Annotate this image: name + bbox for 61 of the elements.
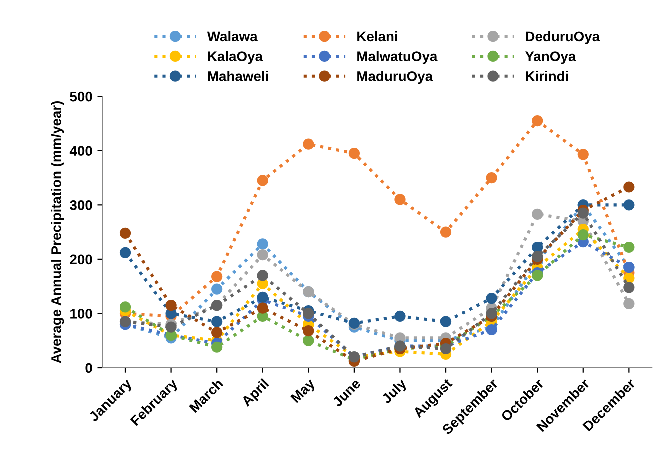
y-tick-label: 400 [70, 146, 92, 156]
point [486, 172, 498, 184]
point [212, 327, 223, 338]
point [624, 182, 635, 193]
x-tick-label: May [290, 378, 318, 406]
point [212, 316, 223, 328]
legend-label: DeduruOya [526, 31, 600, 44]
legend-label: Kelani [358, 31, 398, 42]
point [120, 228, 132, 239]
point [166, 300, 177, 312]
point [394, 194, 406, 206]
point [532, 251, 544, 262]
point [257, 238, 268, 250]
point [486, 292, 498, 304]
point [212, 271, 223, 282]
point [212, 284, 223, 295]
point [624, 242, 635, 254]
y-tick-label: 300 [70, 200, 92, 210]
point [486, 308, 498, 320]
point [212, 342, 223, 353]
point [166, 322, 177, 333]
point [303, 326, 314, 337]
point [578, 149, 589, 160]
point [257, 250, 268, 261]
legend-label: Walawa [207, 31, 258, 42]
point [532, 115, 544, 127]
point [624, 282, 635, 294]
point [257, 270, 268, 282]
legend-label: Mahaweli [208, 71, 268, 82]
point [440, 343, 452, 355]
point [532, 242, 544, 254]
point [394, 310, 406, 322]
point [624, 200, 635, 211]
point [486, 324, 498, 336]
point [348, 148, 360, 160]
legend-label: YanOya [525, 52, 576, 64]
x-tick-label: July [380, 378, 410, 406]
point [257, 302, 268, 314]
y-tick-label: 100 [70, 309, 92, 319]
point [303, 335, 314, 346]
point [532, 208, 544, 220]
y-tick-label: 500 [70, 92, 92, 102]
point [257, 175, 268, 186]
point [120, 247, 132, 258]
legend-label: MaduruOya [358, 71, 434, 84]
legend-label: MalwatuOya [358, 51, 438, 64]
point [578, 229, 589, 241]
y-tick-label: 0 [86, 363, 92, 374]
point [120, 302, 132, 313]
point [303, 138, 314, 150]
point [440, 226, 452, 238]
point [624, 298, 635, 310]
legend-label: KalaOya [208, 51, 264, 64]
y-axis-title: Average Annual Precipitation (mm/year) [51, 102, 64, 364]
y-tick-label: 200 [70, 254, 92, 265]
legend-label: Kirindi [526, 71, 568, 82]
point [578, 208, 589, 219]
point [257, 292, 268, 303]
point [303, 308, 314, 320]
point [532, 270, 544, 282]
point [440, 316, 452, 328]
